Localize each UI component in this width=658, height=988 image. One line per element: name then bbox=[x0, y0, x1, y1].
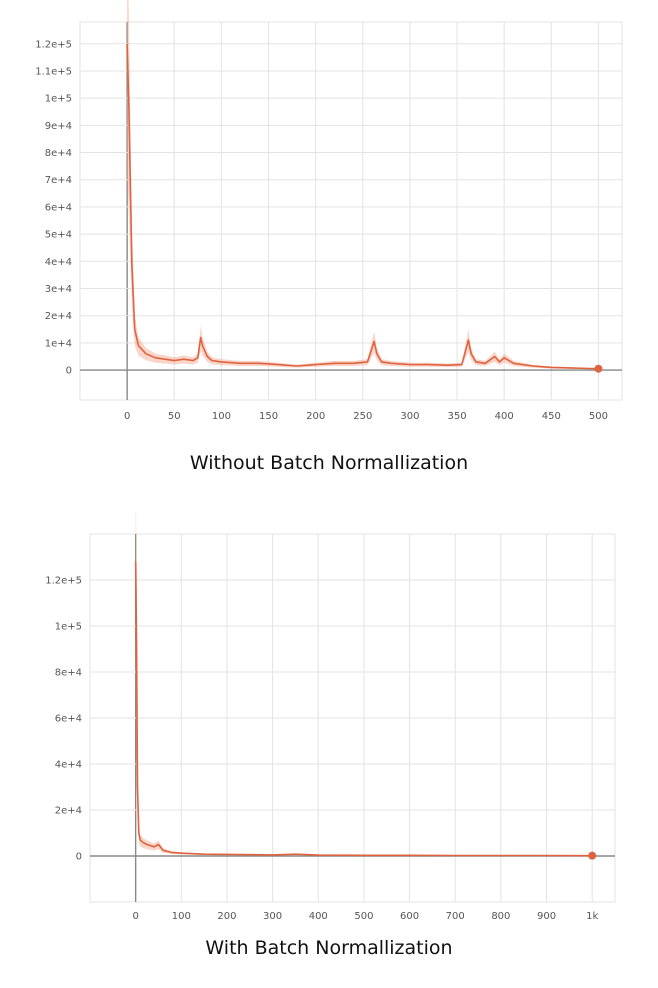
x-tick-label: 450 bbox=[542, 411, 561, 422]
y-tick-label: 2e+4 bbox=[45, 311, 72, 322]
y-tick-label: 0 bbox=[76, 852, 82, 863]
series-line bbox=[126, 43, 599, 370]
series-line bbox=[134, 561, 593, 857]
x-tick-label: 250 bbox=[353, 411, 372, 422]
x-tick-label: 900 bbox=[537, 911, 556, 922]
y-tick-label: 6e+4 bbox=[45, 202, 72, 213]
x-tick-label: 300 bbox=[400, 411, 419, 422]
bottom-caption: With Batch Normallization bbox=[205, 937, 453, 959]
x-tick-label: 800 bbox=[491, 911, 510, 922]
y-tick-label: 4e+4 bbox=[45, 257, 72, 268]
y-tick-label: 0 bbox=[66, 366, 72, 377]
y-tick-label: 1.2e+5 bbox=[35, 39, 72, 50]
x-tick-label: 400 bbox=[495, 411, 514, 422]
y-tick-label: 3e+4 bbox=[45, 284, 72, 295]
y-tick-label: 1e+4 bbox=[45, 338, 72, 349]
series-end-marker[interactable] bbox=[594, 364, 603, 373]
top-chart: 0 50 100 150 200 250 300 350 400 450 500 0 1e+4 2e+4 3… bbox=[35, 0, 623, 422]
y-tick-label: 1e+5 bbox=[45, 94, 72, 105]
top-caption: Without Batch Normallization bbox=[189, 452, 469, 474]
x-tick-label: 350 bbox=[447, 411, 466, 422]
y-tick-label: 1e+5 bbox=[55, 622, 82, 633]
x-tick-label: 0 bbox=[124, 411, 130, 422]
y-tick-label: 1.2e+5 bbox=[45, 576, 82, 587]
y-tick-label: 7e+4 bbox=[45, 175, 72, 186]
y-tick-label: 8e+4 bbox=[45, 148, 72, 159]
y-tick-label: 8e+4 bbox=[55, 668, 82, 679]
y-tick-label: 6e+4 bbox=[55, 714, 82, 725]
x-tick-label: 500 bbox=[354, 911, 373, 922]
x-tick-label: 200 bbox=[306, 411, 325, 422]
x-tick-label: 700 bbox=[446, 911, 465, 922]
bottom-chart: 0 100 200 300 400 500 600 700 800 900 1k 0 2e+4 4e+4 6… bbox=[45, 512, 616, 922]
y-tick-label: 1.1e+5 bbox=[35, 66, 72, 77]
y-tick-label: 5e+4 bbox=[45, 230, 72, 241]
x-tick-label: 0 bbox=[132, 911, 138, 922]
x-tick-label: 100 bbox=[172, 911, 191, 922]
y-tick-label: 2e+4 bbox=[55, 806, 82, 817]
x-tick-label: 150 bbox=[259, 411, 278, 422]
plot-frame bbox=[79, 21, 623, 401]
series-end-marker[interactable] bbox=[588, 851, 597, 860]
x-tick-label: 300 bbox=[263, 911, 282, 922]
x-tick-label: 600 bbox=[400, 911, 419, 922]
x-tick-label: 500 bbox=[589, 411, 608, 422]
x-tick-label: 1k bbox=[586, 911, 598, 922]
x-tick-label: 200 bbox=[217, 911, 236, 922]
y-tick-label: 4e+4 bbox=[55, 760, 82, 771]
x-tick-label: 100 bbox=[212, 411, 231, 422]
x-tick-label: 50 bbox=[168, 411, 181, 422]
y-tick-label: 9e+4 bbox=[45, 121, 72, 132]
x-tick-label: 400 bbox=[309, 911, 328, 922]
